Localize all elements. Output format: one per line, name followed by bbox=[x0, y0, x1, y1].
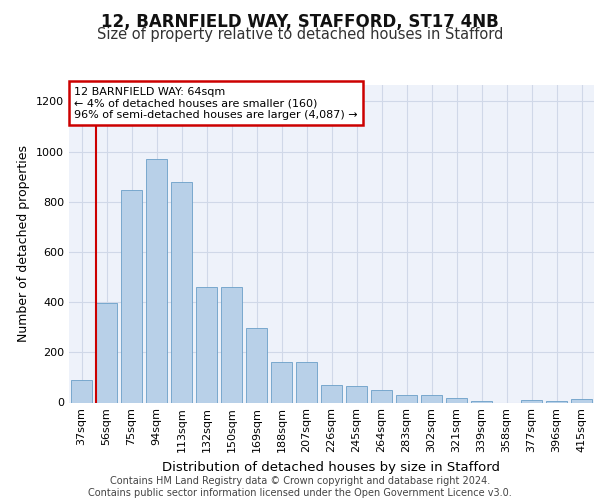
Bar bbox=[96, 304, 117, 402]
Bar bbox=[171, 182, 192, 402]
X-axis label: Distribution of detached houses by size in Stafford: Distribution of detached houses by size … bbox=[163, 460, 500, 473]
Bar bbox=[521, 400, 542, 402]
Bar bbox=[321, 385, 342, 402]
Bar bbox=[571, 398, 592, 402]
Bar bbox=[471, 401, 492, 402]
Text: 12, BARNFIELD WAY, STAFFORD, ST17 4NB: 12, BARNFIELD WAY, STAFFORD, ST17 4NB bbox=[101, 12, 499, 30]
Text: 12 BARNFIELD WAY: 64sqm
← 4% of detached houses are smaller (160)
96% of semi-de: 12 BARNFIELD WAY: 64sqm ← 4% of detached… bbox=[74, 86, 358, 120]
Bar bbox=[196, 287, 217, 403]
Bar bbox=[146, 159, 167, 402]
Bar bbox=[121, 190, 142, 402]
Bar bbox=[546, 401, 567, 402]
Text: Contains HM Land Registry data © Crown copyright and database right 2024.
Contai: Contains HM Land Registry data © Crown c… bbox=[88, 476, 512, 498]
Bar bbox=[296, 362, 317, 403]
Bar bbox=[446, 398, 467, 402]
Bar bbox=[221, 287, 242, 403]
Bar bbox=[346, 386, 367, 402]
Y-axis label: Number of detached properties: Number of detached properties bbox=[17, 145, 31, 342]
Text: Size of property relative to detached houses in Stafford: Size of property relative to detached ho… bbox=[97, 28, 503, 42]
Bar bbox=[71, 380, 92, 402]
Bar bbox=[246, 328, 267, 402]
Bar bbox=[421, 396, 442, 402]
Bar bbox=[396, 395, 417, 402]
Bar bbox=[271, 362, 292, 403]
Bar bbox=[371, 390, 392, 402]
